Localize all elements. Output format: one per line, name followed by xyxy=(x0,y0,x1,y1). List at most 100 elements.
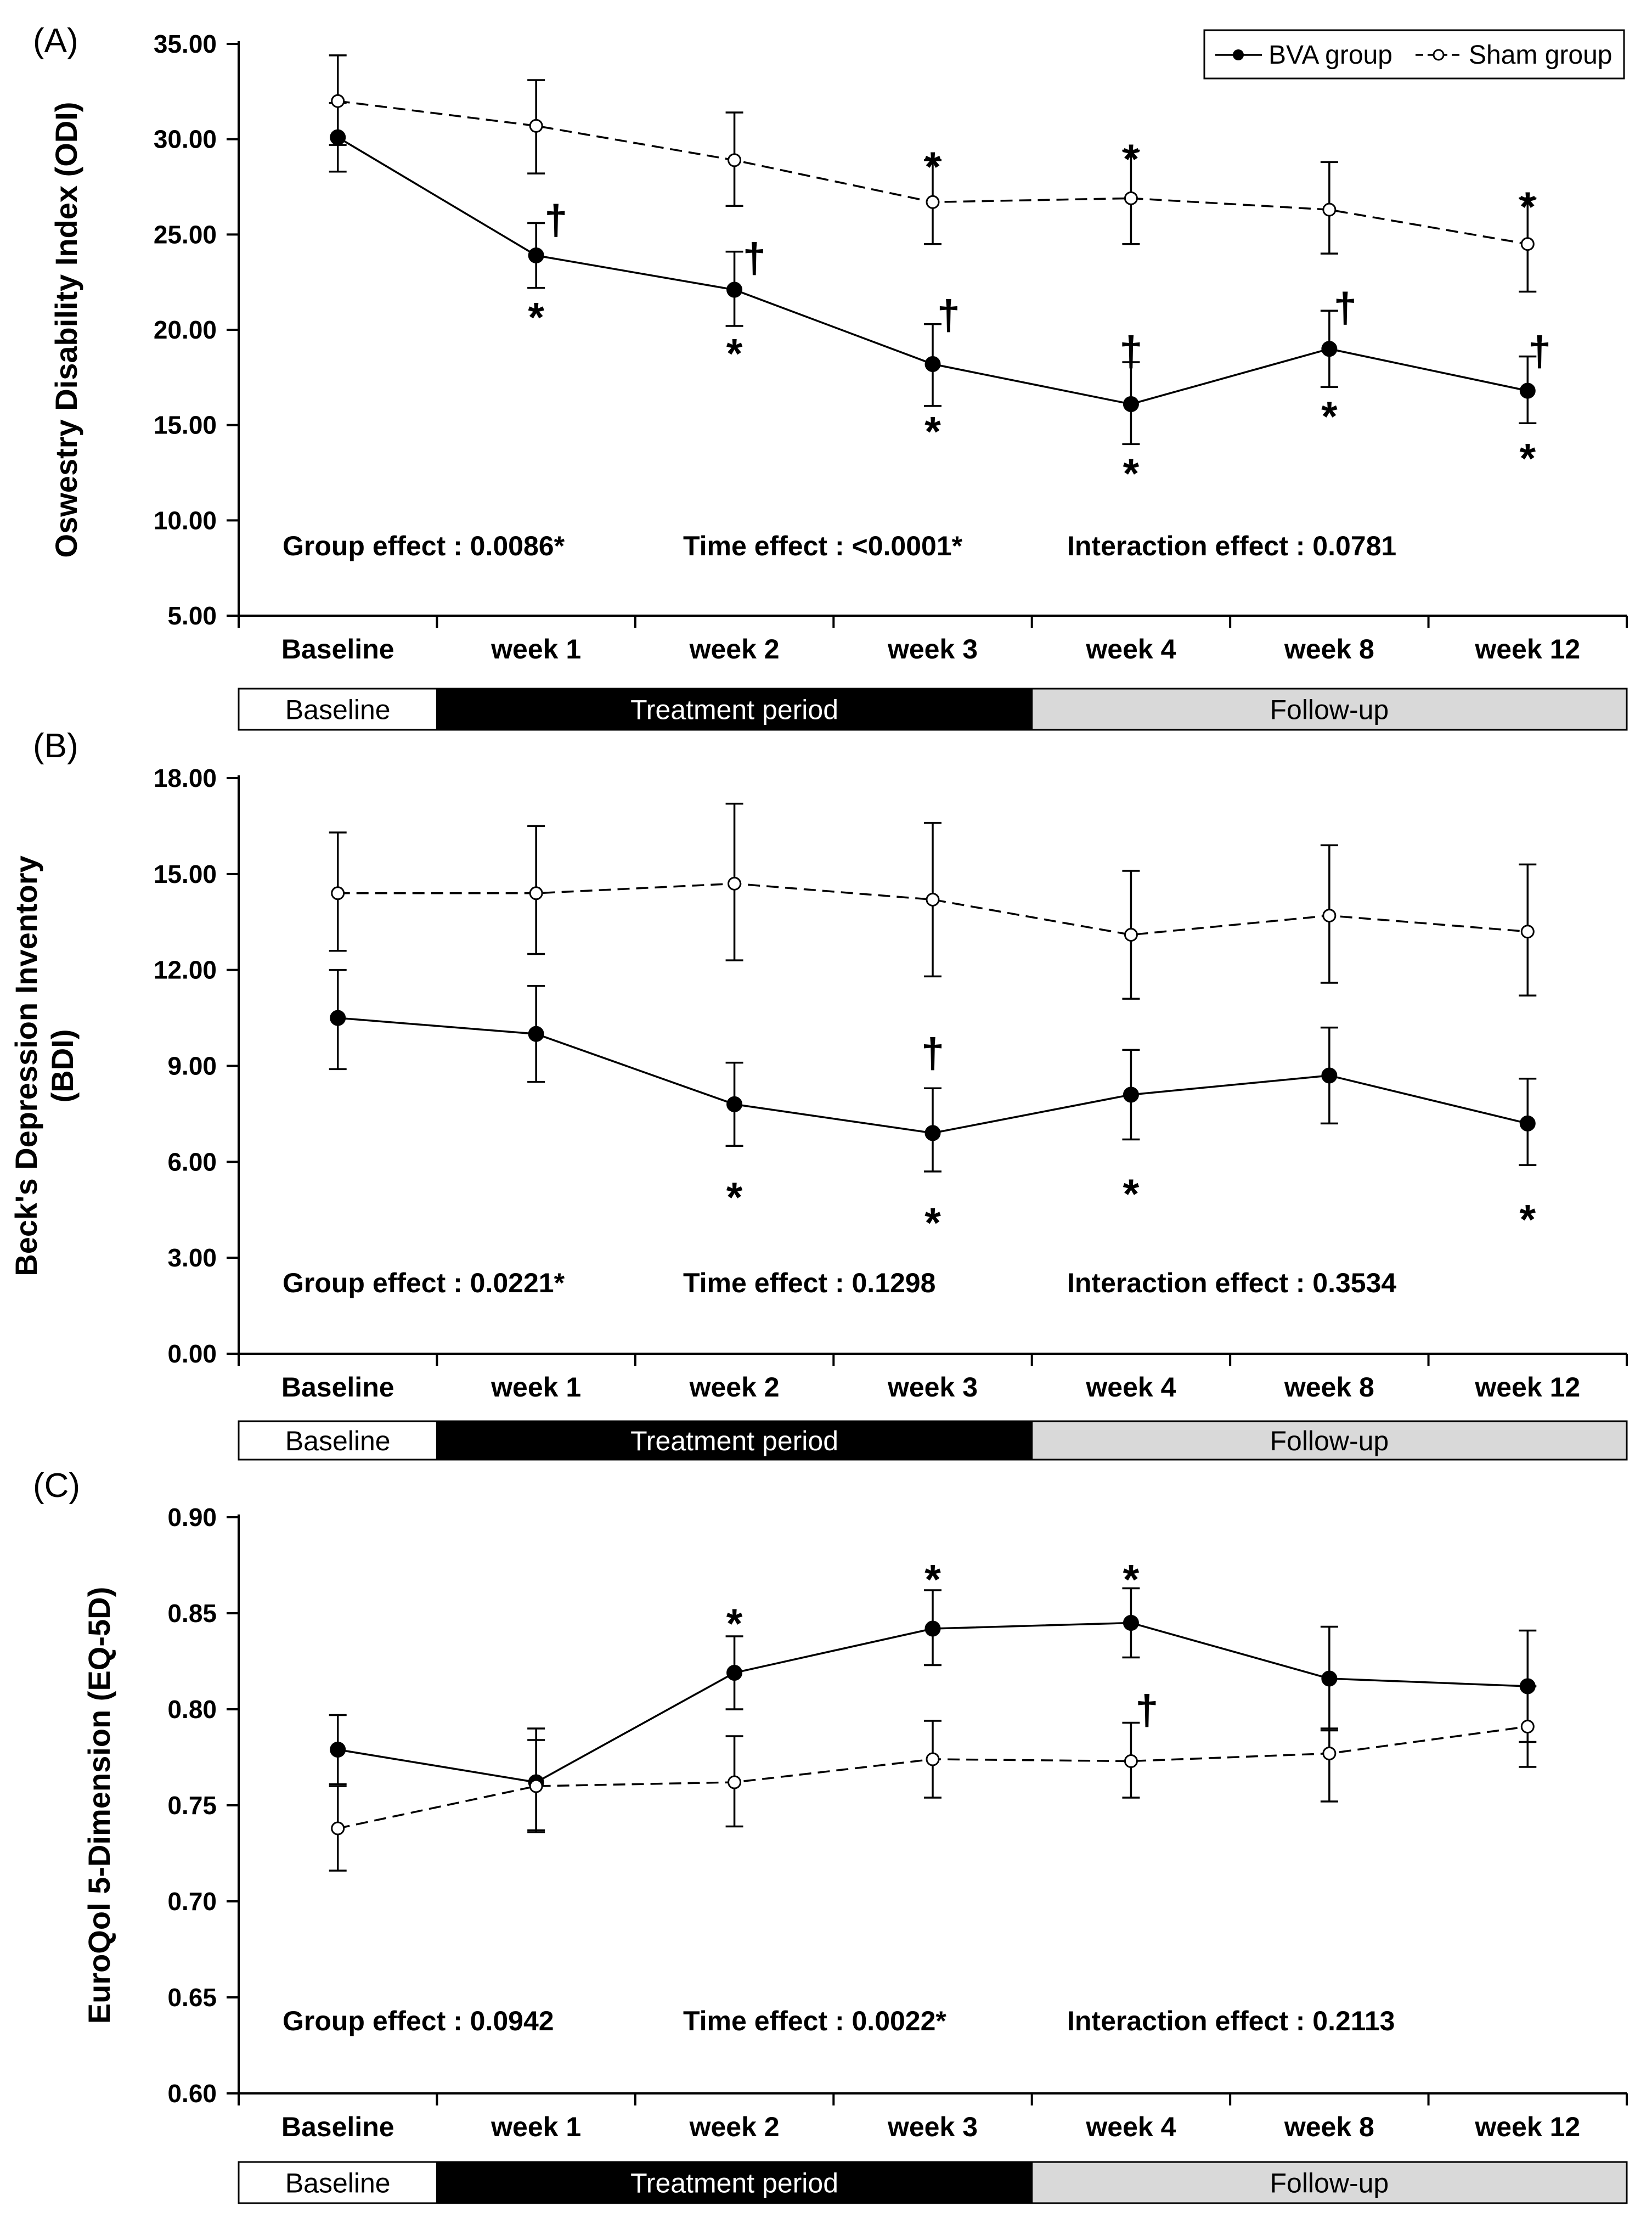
data-point xyxy=(1322,1747,1337,1760)
data-point xyxy=(726,1665,743,1681)
period-band-segment xyxy=(1031,1420,1628,1461)
y-tick-label: 35.00 xyxy=(154,30,217,58)
significance-star: * xyxy=(1123,451,1140,497)
data-point xyxy=(1124,1754,1138,1768)
significance-star: * xyxy=(1519,184,1536,230)
y-tick-label: 18.00 xyxy=(154,764,217,792)
x-tick-label: week 3 xyxy=(887,634,978,665)
effect-annotation: Interaction effect : 0.2113 xyxy=(1067,2006,1395,2036)
significance-dagger: † xyxy=(1119,328,1142,375)
x-tick-label: Baseline xyxy=(281,634,394,665)
data-point xyxy=(924,1125,941,1141)
data-point xyxy=(728,153,742,167)
significance-star: * xyxy=(924,144,941,190)
significance-star: * xyxy=(1321,393,1338,440)
significance-dagger: † xyxy=(921,1030,944,1077)
series-sham xyxy=(329,1685,1537,1872)
data-point xyxy=(1321,1067,1338,1084)
chart-panel-2: (C) 0.60 0.65 0.70 0.75 0.80 0.85 0.90 Baseline w… xyxy=(33,1467,1628,2204)
y-tick-label: 0.65 xyxy=(167,1983,217,2012)
x-tick-label: week 3 xyxy=(887,1372,978,1403)
series-sham xyxy=(329,54,1537,293)
y-tick-label: 0.90 xyxy=(167,1503,217,1532)
data-point xyxy=(528,247,544,264)
period-band-segment xyxy=(436,2161,1033,2204)
data-point xyxy=(1321,1670,1338,1687)
y-axis-label: Beck's Depression Inventory xyxy=(9,855,43,1276)
x-tick-label: week 8 xyxy=(1284,2112,1374,2142)
significance-star: * xyxy=(1519,1197,1536,1243)
y-tick-label: 12.00 xyxy=(154,956,217,984)
data-point xyxy=(926,1752,940,1766)
significance-dagger: † xyxy=(743,235,766,281)
period-label: Baseline xyxy=(285,2168,391,2199)
x-tick-label: week 4 xyxy=(1085,1372,1176,1403)
effect-annotation: Time effect : 0.1298 xyxy=(683,1268,935,1298)
y-tick-label: 9.00 xyxy=(167,1052,217,1080)
data-point xyxy=(529,886,543,900)
data-point xyxy=(331,886,345,900)
data-point xyxy=(728,1775,742,1789)
period-band-segment xyxy=(1031,688,1628,731)
data-point xyxy=(924,1620,941,1637)
period-band-segment xyxy=(238,2161,438,2204)
period-band-segment xyxy=(1031,2161,1628,2204)
data-point xyxy=(331,94,345,108)
period-band-segment xyxy=(238,688,438,731)
significance-star: * xyxy=(1123,136,1140,183)
data-point xyxy=(331,1821,345,1835)
y-tick-label: 0.75 xyxy=(167,1791,217,1820)
period-band-segment xyxy=(238,1420,438,1461)
significance-dagger: † xyxy=(937,292,960,339)
y-tick-label: 6.00 xyxy=(167,1147,217,1176)
legend-marker-sham xyxy=(1433,49,1445,61)
y-tick-label: 0.70 xyxy=(167,1887,217,1916)
legend-label-sham: Sham group xyxy=(1469,41,1612,70)
y-axis-label: EuroQol 5-Dimension (EQ-5D) xyxy=(82,1587,116,2024)
x-tick-label: week 1 xyxy=(490,634,581,665)
effect-annotation: Interaction effect : 0.0781 xyxy=(1067,531,1396,561)
x-tick-label: week 3 xyxy=(887,2112,978,2142)
y-tick-label: 25.00 xyxy=(154,220,217,249)
effect-annotation: Time effect : <0.0001* xyxy=(683,531,963,561)
x-tick-label: Baseline xyxy=(281,1372,394,1403)
x-tick-label: week 12 xyxy=(1474,1372,1580,1403)
data-point xyxy=(1124,191,1138,205)
significance-star: * xyxy=(924,1557,941,1603)
data-point xyxy=(330,1010,346,1026)
significance-star: * xyxy=(924,409,941,455)
data-point xyxy=(1520,925,1535,939)
effect-annotation: Group effect : 0.0221* xyxy=(283,1268,565,1298)
data-point xyxy=(726,281,743,298)
data-point xyxy=(1124,928,1138,942)
period-label: Follow-up xyxy=(1270,695,1389,725)
significance-star: * xyxy=(1123,1557,1140,1603)
data-point xyxy=(1520,1720,1535,1733)
x-tick-label: week 2 xyxy=(689,2112,780,2142)
x-tick-label: week 2 xyxy=(689,1372,780,1403)
x-tick-label: week 2 xyxy=(689,634,780,665)
x-tick-label: week 4 xyxy=(1085,634,1176,665)
y-axis-label: Oswestry Disability Index (ODI) xyxy=(49,102,83,558)
x-tick-label: week 1 xyxy=(490,2112,581,2142)
significance-star: * xyxy=(1519,435,1536,482)
x-tick-label: week 12 xyxy=(1474,634,1580,665)
period-label: Follow-up xyxy=(1270,2168,1389,2199)
effect-annotation: Group effect : 0.0086* xyxy=(283,531,565,561)
data-point xyxy=(1519,382,1536,399)
y-tick-label: 15.00 xyxy=(154,860,217,888)
panel-label: (B) xyxy=(33,727,78,765)
y-tick-label: 20.00 xyxy=(154,316,217,344)
period-label: Baseline xyxy=(285,1426,391,1456)
data-point xyxy=(1322,202,1337,217)
y-tick-label: 0.60 xyxy=(167,2079,217,2108)
data-point xyxy=(726,1096,743,1112)
x-tick-label: week 4 xyxy=(1085,2112,1176,2142)
chart-panel-0: (A) 5.00 10.00 15.00 20.00 25.00 30.00 35.00 Bas… xyxy=(33,22,1628,731)
series-bva xyxy=(329,969,1537,1173)
x-tick-label: Baseline xyxy=(281,2112,394,2142)
period-label: Treatment period xyxy=(630,695,838,725)
y-tick-label: 5.00 xyxy=(167,601,217,630)
data-point xyxy=(1321,341,1338,357)
y-tick-label: 10.00 xyxy=(154,506,217,534)
